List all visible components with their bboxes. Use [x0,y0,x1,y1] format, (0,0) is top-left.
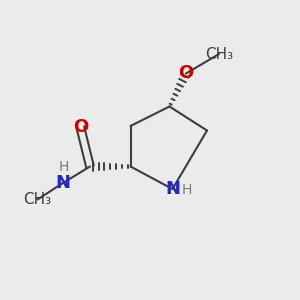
Text: N: N [165,180,180,198]
Text: CH₃: CH₃ [23,192,52,207]
Text: O: O [178,64,194,82]
Text: CH₃: CH₃ [205,46,233,62]
Text: H: H [182,184,192,197]
Text: N: N [56,174,70,192]
Text: O: O [73,118,88,136]
Text: H: H [58,160,69,174]
